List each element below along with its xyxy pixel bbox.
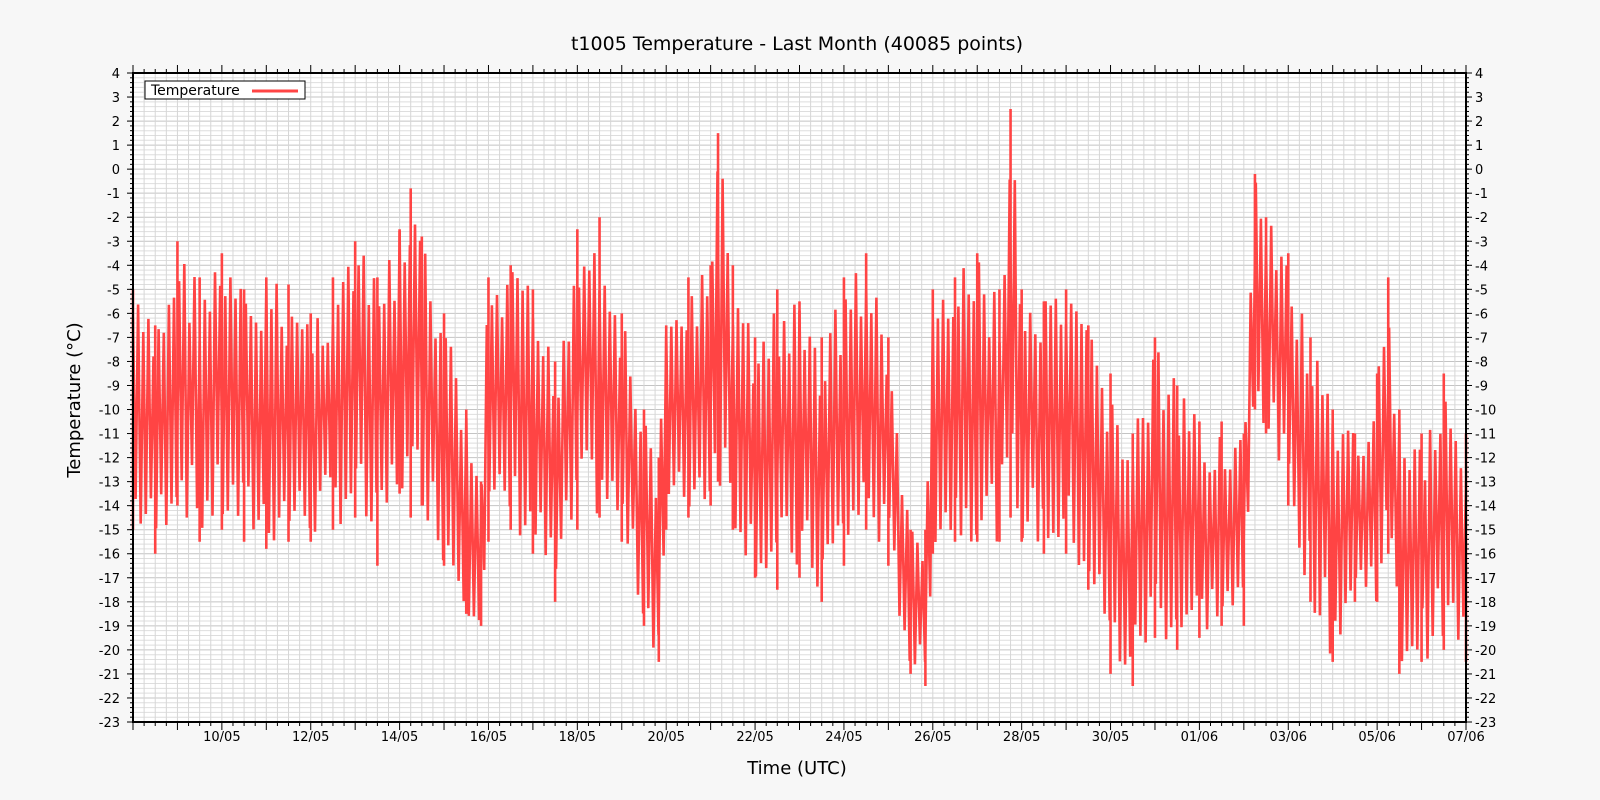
y-tick-label-left: -7	[107, 331, 120, 346]
x-tick-label: 24/05	[825, 730, 862, 745]
y-tick-label-right: -19	[1475, 620, 1496, 635]
y-tick-label-right: -17	[1475, 572, 1496, 587]
y-tick-label-left: -14	[99, 500, 120, 515]
y-tick-label-left: 2	[112, 115, 120, 130]
chart-title: t1005 Temperature - Last Month (40085 po…	[571, 33, 1023, 55]
x-tick-label: 30/05	[1092, 730, 1129, 745]
y-tick-label-left: -11	[99, 428, 120, 443]
y-tick-label-left: 0	[112, 163, 120, 178]
y-tick-label-left: -23	[99, 716, 120, 731]
x-axis-title: Time (UTC)	[746, 758, 847, 779]
data-series	[131, 109, 1468, 686]
y-tick-label-right: -12	[1475, 452, 1496, 467]
x-tick-label: 18/05	[559, 730, 596, 745]
y-tick-label-right: -11	[1475, 428, 1496, 443]
y-tick-label-left: -1	[107, 187, 120, 202]
x-tick-label: 03/06	[1270, 730, 1307, 745]
y-tick-label-left: -6	[107, 307, 120, 322]
y-tick-label-right: -7	[1475, 331, 1488, 346]
legend-box	[144, 80, 306, 100]
x-tick-label: 16/05	[470, 730, 507, 745]
x-tick-label: 10/05	[203, 730, 240, 745]
y-tick-label-left: -19	[99, 620, 120, 635]
x-tick-label: 14/05	[381, 730, 418, 745]
y-tick-label-right: -16	[1475, 548, 1496, 563]
legend: Temperature	[144, 80, 306, 100]
y-tick-label-left: -22	[99, 692, 120, 707]
y-tick-label-right: -20	[1475, 644, 1496, 659]
y-tick-label-right: -5	[1475, 283, 1488, 298]
y-tick-label-left: -12	[99, 452, 120, 467]
y-tick-label-left: -16	[99, 548, 120, 563]
y-tick-label-right: 2	[1475, 115, 1483, 130]
y-tick-label-left: -8	[107, 355, 120, 370]
y-tick-label-right: -22	[1475, 692, 1496, 707]
x-tick-label: 12/05	[292, 730, 329, 745]
y-tick-label-left: -3	[107, 235, 120, 250]
y-tick-label-left: -9	[107, 379, 120, 394]
y-tick-label-right: -4	[1475, 259, 1488, 274]
y-tick-label-right: 3	[1475, 91, 1483, 106]
legend-label: Temperature	[150, 83, 240, 99]
y-tick-label-left: -18	[99, 596, 120, 611]
y-tick-label-right: -23	[1475, 716, 1496, 731]
y-tick-label-left: -4	[107, 259, 120, 274]
y-tick-label-right: -9	[1475, 379, 1488, 394]
y-axis-title: Temperature (°C)	[64, 322, 85, 478]
y-tick-label-left: -13	[99, 476, 120, 491]
y-tick-label-right: 4	[1475, 67, 1483, 82]
y-tick-label-right: -15	[1475, 524, 1496, 539]
y-tick-label-right: -18	[1475, 596, 1496, 611]
x-tick-label: 20/05	[647, 730, 684, 745]
y-tick-label-left: -21	[99, 668, 120, 683]
x-tick-label: 07/06	[1447, 730, 1484, 745]
x-tick-label: 26/05	[914, 730, 951, 745]
y-tick-label-right: -3	[1475, 235, 1488, 250]
y-tick-label-left: -10	[99, 404, 120, 419]
y-tick-label-right: -6	[1475, 307, 1488, 322]
y-tick-label-left: -17	[99, 572, 120, 587]
y-tick-label-right: -2	[1475, 211, 1488, 226]
y-tick-label-left: 3	[112, 91, 120, 106]
y-tick-label-right: -1	[1475, 187, 1488, 202]
y-tick-label-left: -2	[107, 211, 120, 226]
y-tick-label-right: -8	[1475, 355, 1488, 370]
y-tick-label-right: -14	[1475, 500, 1496, 515]
x-tick-label: 05/06	[1358, 730, 1395, 745]
y-tick-label-left: -5	[107, 283, 120, 298]
y-tick-label-right: -10	[1475, 404, 1496, 419]
x-tick-label: 22/05	[736, 730, 773, 745]
x-tick-label: 28/05	[1003, 730, 1040, 745]
y-tick-label-right: -21	[1475, 668, 1496, 683]
y-tick-label-left: -15	[99, 524, 120, 539]
y-tick-label-left: 1	[112, 139, 120, 154]
y-tick-label-left: -20	[99, 644, 120, 659]
y-tick-label-right: 0	[1475, 163, 1483, 178]
x-tick-label: 01/06	[1181, 730, 1218, 745]
y-tick-label-right: -13	[1475, 476, 1496, 491]
axes: 4 4 3 3 2 2 1 1 0 0 -1 -1 -2 -2 -3 -3 -4 -4 -5 -5 -6 -6 -7 -7 -8…	[99, 65, 1496, 745]
y-tick-label-left: 4	[112, 67, 120, 82]
y-tick-label-right: 1	[1475, 139, 1483, 154]
